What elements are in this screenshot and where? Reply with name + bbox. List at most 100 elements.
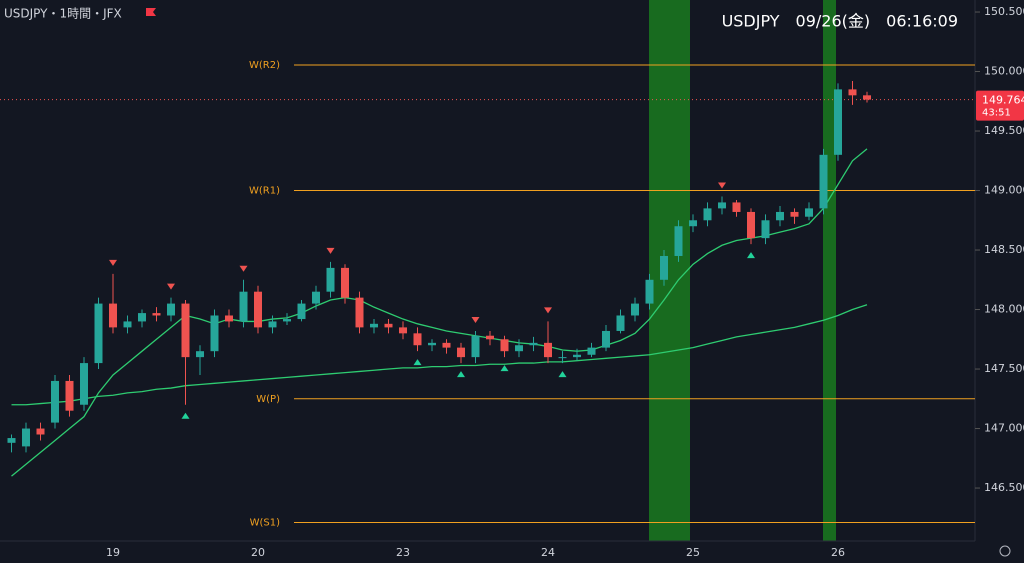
buy-signal [413, 359, 422, 366]
settings-icon[interactable] [999, 545, 1011, 557]
candle-body [660, 255, 668, 280]
candle-body [283, 319, 291, 322]
candle-body [254, 291, 262, 328]
candle-body [297, 303, 306, 320]
candle-body [848, 89, 857, 96]
candle-body [544, 342, 552, 358]
sell-signal [109, 259, 117, 266]
candle-body [645, 279, 654, 304]
candle-body [22, 428, 30, 447]
header-clock: USDJPY 09/26(金) 06:16:09 [722, 12, 958, 31]
candle-body [747, 211, 755, 239]
buy-signal [181, 412, 190, 419]
candle-body [167, 303, 175, 316]
candle-body [413, 333, 422, 346]
y-tick-label: 149.500 [984, 124, 1024, 137]
buy-signal [457, 371, 465, 378]
candle-body [94, 303, 103, 364]
pivot-label: W(S1) [250, 518, 280, 529]
candle-body [326, 267, 335, 292]
candle-body [457, 347, 465, 358]
sell-signal [544, 307, 552, 314]
candle-body [602, 330, 610, 348]
y-tick-label: 150.500 [984, 5, 1024, 18]
candle-body [123, 321, 132, 328]
candle-body [761, 220, 770, 239]
sell-signal [471, 316, 480, 323]
candle-body [80, 363, 88, 405]
candle-body [225, 315, 233, 322]
sell-signal [239, 265, 248, 272]
candle-body [834, 89, 842, 155]
candle-body [152, 313, 161, 316]
candle-body [732, 202, 741, 212]
candle-body [196, 351, 204, 358]
y-tick-label: 150.000 [984, 65, 1024, 78]
x-tick-label: 26 [831, 546, 845, 559]
symbol-title: USDJPY・1時間・JFX [4, 7, 122, 21]
candle-body [616, 315, 625, 331]
candle-body [805, 208, 813, 217]
price-tag [976, 90, 1024, 121]
pivot-label: W(P) [256, 394, 280, 405]
candle-body [486, 335, 494, 340]
buy-signal [500, 365, 509, 372]
x-tick-label: 25 [686, 546, 700, 559]
candle-body [529, 342, 538, 346]
session-highlight [823, 0, 836, 541]
candle-body [442, 342, 451, 348]
candle-body [36, 428, 45, 435]
candle-body [65, 380, 74, 411]
sell-signal [326, 247, 335, 254]
candle-body [674, 226, 683, 256]
candle-body [341, 267, 349, 298]
x-tick-label: 20 [251, 546, 265, 559]
candle-body [790, 211, 799, 217]
candle-body [355, 297, 364, 328]
candle-body [500, 339, 509, 352]
session-highlight [649, 0, 690, 541]
sell-signal [718, 182, 726, 189]
candle-body [689, 220, 697, 227]
countdown-label: 43:51 [982, 108, 1011, 119]
x-tick-label: 24 [541, 546, 555, 559]
candle-body [384, 323, 393, 328]
candle-body [109, 303, 117, 328]
candle-body [776, 211, 784, 221]
candle-body [138, 313, 146, 322]
y-tick-label: 146.500 [984, 481, 1024, 494]
candle-body [587, 347, 596, 355]
moving-average [11, 148, 868, 477]
x-tick-label: 23 [396, 546, 410, 559]
candle-body [312, 291, 320, 304]
candle-body [7, 438, 16, 443]
candle-body [268, 321, 277, 328]
sell-signal [167, 283, 175, 290]
y-tick-label: 147.000 [984, 422, 1024, 435]
moving-average [11, 304, 868, 406]
candle-body [515, 345, 523, 352]
y-tick-label: 148.000 [984, 303, 1024, 316]
buy-signal [747, 252, 755, 259]
y-tick-label: 149.000 [984, 184, 1024, 197]
candle-body [471, 335, 480, 358]
candle-body [718, 202, 726, 209]
buy-signal [558, 371, 567, 378]
candle-body [370, 323, 378, 328]
candle-body [428, 342, 436, 346]
last-price-label: 149.764 [982, 94, 1024, 107]
candle-body [239, 291, 248, 322]
candle-body [51, 380, 59, 423]
y-tick-label: 147.500 [984, 362, 1024, 375]
candle-body [819, 154, 828, 209]
pivot-label: W(R1) [249, 186, 280, 197]
x-tick-label: 19 [106, 546, 120, 559]
candle-body [863, 95, 871, 100]
candle-body [558, 357, 567, 359]
pivot-label: W(R2) [249, 60, 280, 71]
candle-body [399, 327, 407, 334]
candle-body [181, 303, 190, 358]
flag-icon[interactable] [146, 8, 156, 16]
candle-body [210, 315, 219, 352]
